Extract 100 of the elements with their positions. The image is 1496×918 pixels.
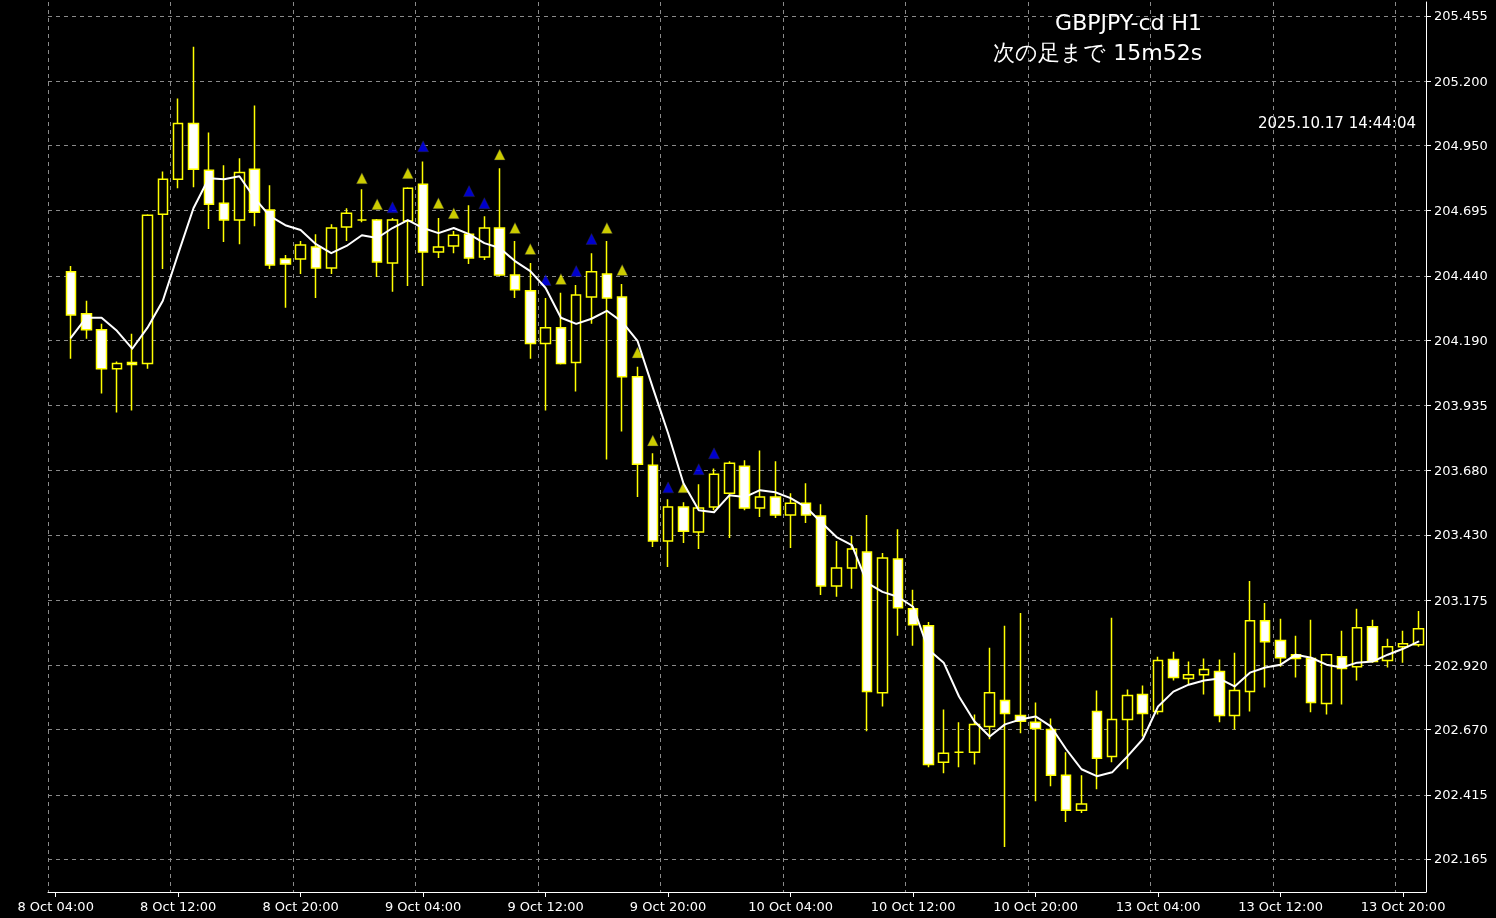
y-tick-label: 202.415 xyxy=(1434,787,1488,803)
candlestick xyxy=(601,240,613,461)
candlestick xyxy=(1320,652,1333,716)
candlestick xyxy=(1167,650,1180,682)
candlestick xyxy=(432,217,445,259)
candlestick xyxy=(647,452,659,548)
candlestick xyxy=(692,483,705,550)
candlestick xyxy=(111,360,123,414)
y-tick-label: 203.430 xyxy=(1434,527,1488,543)
point xyxy=(371,198,383,210)
annotation: 2025.10.17 14:44:04 xyxy=(1257,113,1417,132)
candlestick xyxy=(968,713,981,766)
x-tick-label: 8 Oct 04:00 xyxy=(17,899,94,914)
candlestick xyxy=(1136,684,1149,738)
point xyxy=(524,243,537,255)
candlestick xyxy=(478,215,491,261)
candlestick xyxy=(539,297,552,412)
point xyxy=(447,207,460,219)
candlestick xyxy=(983,647,996,741)
candlestick xyxy=(953,721,965,768)
candlestick xyxy=(830,540,843,598)
candlestick xyxy=(340,207,353,242)
point xyxy=(493,148,506,161)
candlestick xyxy=(784,492,797,549)
candlestick xyxy=(157,170,169,270)
candlestick xyxy=(356,188,368,223)
point xyxy=(662,481,674,494)
candlestick xyxy=(141,213,154,370)
point xyxy=(386,201,399,214)
candlestick xyxy=(1014,612,1027,735)
candlestick xyxy=(1228,651,1241,731)
x-tick-label: 9 Oct 20:00 xyxy=(629,899,707,914)
candlestick xyxy=(937,708,950,775)
x-tick-label: 10 Oct 12:00 xyxy=(870,899,956,914)
y-tick-label: 203.175 xyxy=(1434,592,1488,608)
candlestick xyxy=(95,323,108,395)
candlestick xyxy=(570,284,582,393)
candlestick xyxy=(815,503,827,596)
candlestick xyxy=(1121,688,1134,770)
x-tick-label: 8 Oct 20:00 xyxy=(262,899,339,914)
y-tick-label: 205.455 xyxy=(1434,8,1488,24)
point xyxy=(432,197,445,209)
y-tick-label: 202.165 xyxy=(1434,851,1488,867)
y-tick-label: 204.190 xyxy=(1434,332,1488,348)
candlestick xyxy=(769,460,782,519)
candlestick xyxy=(463,204,475,265)
candlestick xyxy=(738,459,751,511)
candlestick xyxy=(662,498,674,568)
point xyxy=(555,273,567,285)
point xyxy=(417,140,429,153)
candlestick xyxy=(1274,618,1287,668)
candlestick xyxy=(325,223,338,275)
candlestick xyxy=(386,217,399,293)
y-tick-label: 203.680 xyxy=(1434,463,1488,479)
x-tick-label: 9 Oct 04:00 xyxy=(384,899,462,914)
text: 次の足まで 15m52s xyxy=(993,39,1203,65)
candlestick xyxy=(233,157,246,245)
point xyxy=(616,264,628,276)
candlestick xyxy=(1213,658,1226,724)
point xyxy=(478,197,491,209)
y-tick-label: 202.920 xyxy=(1434,657,1488,673)
x-tick-label: 9 Oct 12:00 xyxy=(507,899,584,914)
point xyxy=(708,447,720,460)
candlestick xyxy=(279,254,292,309)
candlestick xyxy=(447,230,460,254)
candlestick xyxy=(555,292,567,366)
point xyxy=(509,222,521,234)
candlestick xyxy=(172,97,184,190)
candlestick xyxy=(723,460,736,539)
candlestick xyxy=(846,535,858,590)
candlestick xyxy=(1397,630,1409,664)
point xyxy=(647,434,659,447)
candlestick xyxy=(187,46,200,189)
candlestick xyxy=(1351,608,1363,682)
candlestick xyxy=(1259,602,1271,689)
candlestick xyxy=(1152,656,1164,716)
candlestick xyxy=(1412,610,1425,648)
y-tick-label: 202.670 xyxy=(1434,722,1488,738)
y-tick-label: 203.935 xyxy=(1434,397,1488,413)
candlestick xyxy=(922,621,935,768)
candlestick xyxy=(126,333,138,412)
point xyxy=(570,265,582,277)
candlestick xyxy=(754,449,766,518)
candlestick xyxy=(876,552,889,708)
candlestick xyxy=(1336,630,1348,706)
x-tick-label: 10 Oct 04:00 xyxy=(748,899,833,914)
candlestick xyxy=(1075,774,1088,814)
candlestick xyxy=(631,365,644,498)
x-tick-label: 8 Oct 12:00 xyxy=(139,899,217,914)
candlestick xyxy=(1305,619,1317,714)
y-tick-label: 204.950 xyxy=(1434,137,1488,153)
y-tick-label: 204.695 xyxy=(1434,203,1488,219)
y-tick-label: 204.440 xyxy=(1434,268,1488,284)
candlestick xyxy=(861,514,873,733)
x-tick-label: 13 Oct 12:00 xyxy=(1238,899,1323,914)
candlestick xyxy=(1182,660,1195,686)
point xyxy=(463,185,475,197)
candlestick xyxy=(294,240,307,275)
point xyxy=(585,233,598,245)
x-tick-label: 13 Oct 04:00 xyxy=(1115,899,1201,914)
